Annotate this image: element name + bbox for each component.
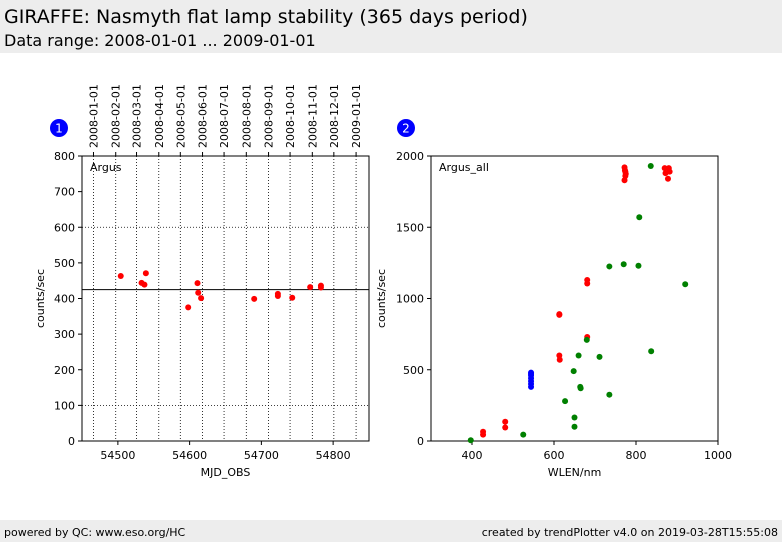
data-point — [682, 281, 689, 288]
y-tick-label: 0 — [68, 435, 75, 448]
data-point — [575, 352, 582, 359]
data-point — [556, 311, 563, 318]
data-point — [195, 289, 202, 296]
y-tick-label: 400 — [54, 293, 75, 306]
y-tick-label: 2000 — [396, 150, 424, 163]
footer-timestamp: created by trendPlotter v4.0 on 2019-03-… — [481, 526, 778, 539]
date-tick-label: 2009-01-01 — [350, 84, 363, 148]
footer-bar: powered by QC: www.eso.org/HC created by… — [0, 520, 782, 542]
data-point — [622, 172, 629, 179]
x-axis-label: WLEN/nm — [548, 466, 602, 479]
date-tick-label: 2008-08-01 — [240, 84, 253, 148]
data-point — [502, 424, 509, 431]
page-subtitle: Data range: 2008-01-01 ... 2009-01-01 — [4, 31, 316, 50]
date-tick-label: 2008-05-01 — [174, 84, 187, 148]
data-point — [620, 261, 627, 268]
x-tick-label: 800 — [626, 449, 647, 462]
data-point — [648, 348, 655, 355]
data-point — [636, 214, 643, 221]
x-tick-label: 54700 — [244, 449, 279, 462]
date-tick-label: 2008-02-01 — [110, 84, 123, 148]
date-tick-label: 2008-09-01 — [263, 84, 276, 148]
page-title: GIRAFFE: Nasmyth flat lamp stability (36… — [4, 6, 528, 28]
data-point — [606, 391, 613, 398]
y-axis-label: counts/sec — [375, 269, 388, 328]
panel-badge — [50, 119, 68, 137]
data-point — [635, 262, 642, 269]
x-tick-label: 54500 — [100, 449, 135, 462]
data-point — [480, 431, 487, 438]
data-point — [198, 295, 205, 302]
data-point — [571, 414, 578, 421]
data-point — [647, 162, 654, 169]
panel-badge-number: 2 — [402, 122, 410, 136]
header-bar: GIRAFFE: Nasmyth flat lamp stability (36… — [0, 0, 782, 53]
data-point — [570, 368, 577, 375]
y-tick-label: 600 — [54, 221, 75, 234]
data-point — [502, 418, 509, 425]
footer-credit: powered by QC: www.eso.org/HC — [4, 526, 186, 539]
date-tick-label: 2008-06-01 — [197, 84, 210, 148]
data-point — [596, 353, 603, 360]
data-point — [307, 284, 314, 291]
x-tick-label: 1000 — [704, 449, 732, 462]
panel-badge-number: 1 — [55, 122, 63, 136]
data-point — [562, 398, 569, 405]
data-point — [584, 280, 591, 287]
data-point — [571, 423, 578, 430]
y-tick-label: 700 — [54, 186, 75, 199]
data-point — [606, 263, 613, 270]
date-tick-label: 2008-04-01 — [153, 84, 166, 148]
date-tick-label: 2008-10-01 — [284, 84, 297, 148]
chart-panel-2: 0 500 1000 1500 2000 400 600 800 1000 WLEN/nm coun… — [375, 119, 732, 479]
data-point — [520, 431, 527, 438]
data-point — [317, 284, 324, 291]
data-point — [583, 336, 590, 343]
x-tick-label: 600 — [544, 449, 565, 462]
date-tick-label: 2008-07-01 — [218, 84, 231, 148]
panel-label: Argus — [90, 161, 122, 174]
date-tick-label: 2008-12-01 — [328, 84, 341, 148]
y-tick-label: 0 — [417, 435, 424, 448]
x-axis-label: MJD_OBS — [201, 466, 251, 479]
y-tick-label: 200 — [54, 364, 75, 377]
data-point — [194, 280, 201, 287]
data-point — [289, 294, 296, 301]
date-tick-label: 2008-11-01 — [306, 84, 319, 148]
plot-area — [430, 155, 719, 442]
x-tick-label: 400 — [462, 449, 483, 462]
x-tick-label: 54600 — [172, 449, 207, 462]
chart-panel-1: 0 100 200 300 400 500 600 700 800 54500 54600 54700… — [34, 84, 370, 479]
date-tick-label: 2008-01-01 — [87, 84, 100, 148]
data-point — [185, 304, 192, 311]
data-point — [666, 168, 673, 175]
data-point — [528, 369, 535, 376]
data-point — [556, 356, 563, 363]
y-tick-label: 1500 — [396, 221, 424, 234]
y-tick-label: 1000 — [396, 293, 424, 306]
data-point — [117, 273, 124, 280]
data-point — [142, 270, 149, 277]
y-axis-label: counts/sec — [34, 269, 47, 328]
data-point — [251, 295, 258, 302]
date-tick-label: 2008-03-01 — [131, 84, 144, 148]
y-tick-label: 500 — [54, 257, 75, 270]
plot-area — [81, 155, 370, 442]
data-point — [664, 175, 671, 182]
y-tick-label: 300 — [54, 328, 75, 341]
y-tick-label: 800 — [54, 150, 75, 163]
data-point — [577, 385, 584, 392]
data-point — [274, 293, 281, 300]
data-point — [661, 165, 668, 172]
panel-badge — [397, 119, 415, 137]
data-point — [467, 437, 474, 444]
x-tick-label: 54800 — [316, 449, 351, 462]
panel-label: Argus_all — [439, 161, 489, 174]
y-tick-label: 100 — [54, 399, 75, 412]
y-tick-label: 500 — [403, 364, 424, 377]
data-point — [141, 281, 148, 288]
